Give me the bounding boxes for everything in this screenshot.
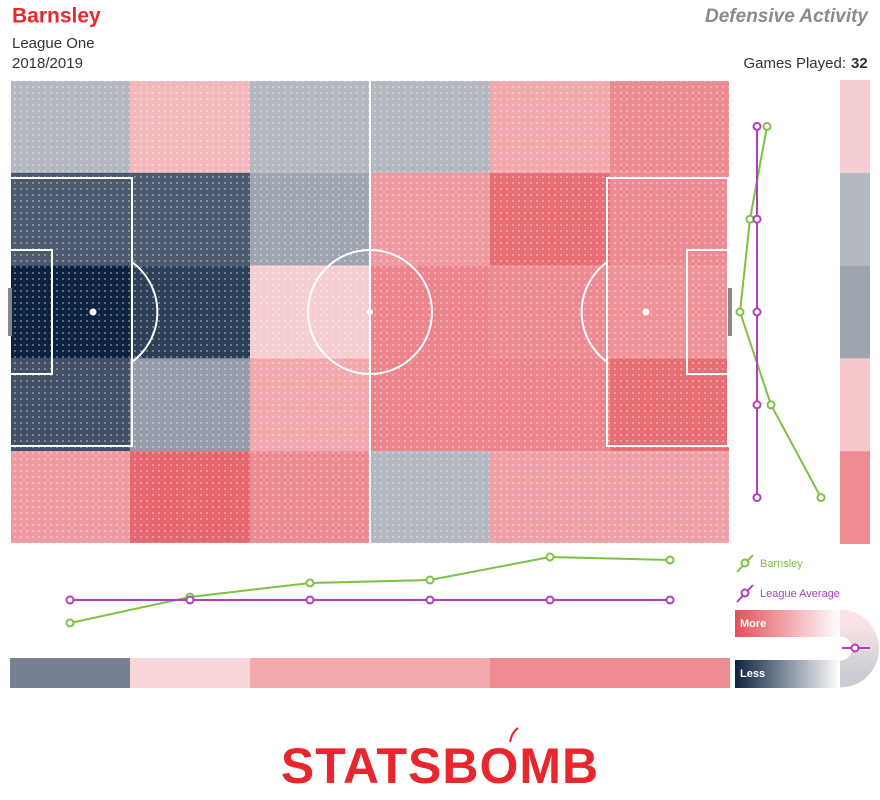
cell-texture <box>10 80 130 173</box>
row-total <box>840 265 870 359</box>
row-total <box>840 80 870 173</box>
legend-label: League Average <box>760 588 840 600</box>
cell-texture <box>10 172 130 266</box>
cell-texture <box>370 358 490 452</box>
cell-texture <box>130 358 250 452</box>
logo-fuse <box>509 727 519 743</box>
scale-less <box>735 660 840 688</box>
profile-point <box>545 552 555 562</box>
cell-texture <box>610 265 730 359</box>
subtitle: 2018/2019 <box>12 55 83 72</box>
cell-texture <box>130 80 250 173</box>
games: 32 <box>851 55 868 72</box>
cell-texture <box>10 451 130 544</box>
profile-point <box>665 595 675 605</box>
logo: STATSBOMB <box>281 738 599 794</box>
profile-point <box>752 214 762 224</box>
subtitle: League One <box>12 35 95 52</box>
column-total <box>610 658 730 688</box>
cell-texture <box>130 172 250 266</box>
legend-label: Barnsley <box>760 558 803 570</box>
profile-point <box>425 595 435 605</box>
column-total <box>10 658 130 688</box>
profile-point <box>735 307 745 317</box>
title: Barnsley <box>12 5 101 28</box>
cell-texture <box>370 172 490 266</box>
profile-point <box>425 575 435 585</box>
goal <box>8 288 12 336</box>
cell-texture <box>370 80 490 173</box>
profile-point <box>545 595 555 605</box>
profile-point <box>65 595 75 605</box>
cell-texture <box>250 265 370 359</box>
column-total <box>130 658 250 688</box>
profile-point <box>665 555 675 565</box>
cell-texture <box>10 358 130 452</box>
column-profile <box>69 555 671 624</box>
profile-point <box>305 578 315 588</box>
row-total <box>840 358 870 452</box>
cell-texture <box>250 358 370 452</box>
profile-point <box>65 618 75 628</box>
cell-texture <box>250 451 370 544</box>
cell-texture <box>370 451 490 544</box>
cell-texture <box>10 265 130 359</box>
profile-point <box>766 400 776 410</box>
profile-point <box>745 214 755 224</box>
profile-point <box>185 595 195 605</box>
cell-texture <box>370 265 490 359</box>
legend-swatch <box>740 558 750 568</box>
profile-point <box>752 121 762 131</box>
scale-label: More <box>740 618 766 630</box>
column-total <box>370 658 490 688</box>
cell-texture <box>490 172 610 266</box>
cell-texture <box>250 172 370 266</box>
row-profile <box>738 126 822 499</box>
cell-texture <box>610 80 730 173</box>
cell-texture <box>610 358 730 452</box>
cell-texture <box>610 451 730 544</box>
cell-texture <box>610 172 730 266</box>
column-total <box>490 658 610 688</box>
profile-point <box>305 595 315 605</box>
cell-texture <box>490 358 610 452</box>
goal <box>728 288 732 336</box>
scale-label: Less <box>740 668 765 680</box>
profile-point <box>816 493 826 503</box>
cell-texture <box>250 80 370 173</box>
games-label: Games Played: <box>743 55 846 72</box>
cell-texture <box>490 451 610 544</box>
row-total <box>840 451 870 544</box>
scale-marker <box>850 643 860 653</box>
cell-texture <box>130 451 250 544</box>
metric: Defensive Activity <box>705 6 869 27</box>
legend: Barnsley League Average More Less <box>735 554 879 688</box>
profile-point <box>752 493 762 503</box>
profile-point <box>762 121 772 131</box>
column-total <box>250 658 370 688</box>
row-total <box>840 172 870 266</box>
cell-texture <box>490 80 610 173</box>
profile-point <box>752 307 762 317</box>
scale-more <box>735 610 840 637</box>
legend-swatch <box>740 588 750 598</box>
profile-point <box>752 400 762 410</box>
